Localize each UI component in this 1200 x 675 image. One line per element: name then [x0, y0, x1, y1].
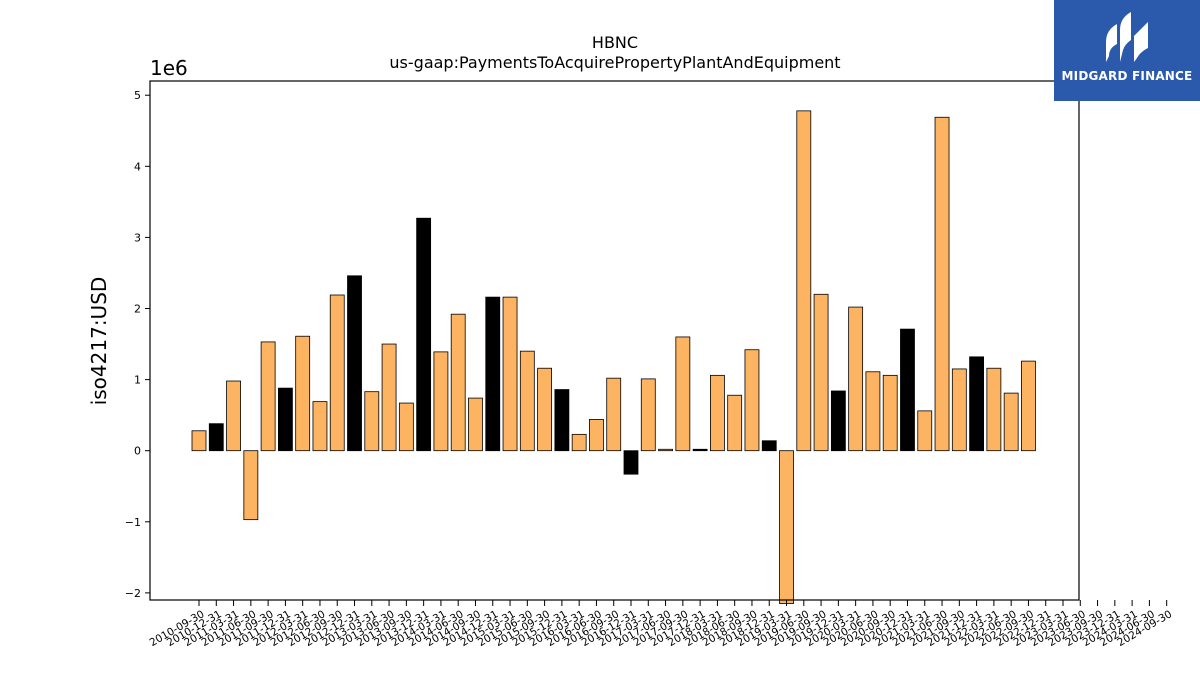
bar-2018-12-31	[761, 440, 777, 452]
y-tick-label: 4	[134, 160, 141, 173]
x-ticks-group: 2010-09-302010-12-312011-03-312011-06-30…	[148, 600, 1174, 649]
bar-2014-03-31	[433, 351, 449, 452]
bar-2020-06-30	[865, 371, 881, 452]
y-tick-label: −1	[125, 516, 141, 529]
bar-2019-09-30	[813, 293, 829, 452]
bar-2019-12-31	[830, 390, 846, 452]
bar-2011-09-30	[260, 341, 276, 452]
bar-2016-12-31	[623, 450, 639, 475]
y-tick-label: 0	[134, 445, 141, 458]
bar-2013-09-30	[398, 402, 414, 452]
bar-2016-09-30	[606, 377, 622, 452]
bar-2020-09-30	[882, 374, 898, 452]
bar-2013-03-31	[364, 391, 380, 452]
bar-2016-03-31	[571, 433, 587, 452]
bar-2021-03-31	[917, 410, 933, 452]
bars-group	[191, 110, 1036, 604]
bar-2014-09-30	[468, 397, 483, 452]
bar-2012-12-31	[347, 275, 362, 452]
bar-2013-12-31	[416, 217, 432, 452]
plot-frame	[149, 80, 1080, 601]
bar-2016-06-30	[589, 419, 604, 452]
bar-2012-03-31	[295, 335, 311, 452]
bar-2021-12-31	[969, 356, 984, 452]
y-tick-label: 2	[134, 303, 141, 316]
bar-2015-12-31	[554, 389, 570, 452]
bar-2014-06-30	[450, 313, 466, 452]
bar-2018-06-30	[727, 394, 743, 452]
bar-2022-09-30	[1021, 360, 1036, 452]
y-tick-label: −2	[125, 587, 141, 600]
y-scale-label: 1e6	[150, 56, 188, 80]
bar-2015-06-30	[519, 350, 535, 452]
bar-2015-09-30	[537, 367, 552, 452]
bar-2018-09-30	[744, 349, 760, 452]
bar-2013-06-30	[381, 343, 397, 452]
bar-2015-03-31	[502, 296, 518, 452]
bar-2021-06-30	[934, 116, 950, 452]
bar-2017-09-30	[675, 336, 691, 452]
y-tick-label: 1	[134, 374, 141, 387]
y-tick-label: 3	[134, 231, 141, 244]
bar-2011-06-30	[243, 450, 259, 521]
bar-2012-09-30	[329, 294, 345, 452]
y-tick-label: 5	[134, 89, 141, 102]
bar-2020-12-31	[900, 328, 915, 452]
bar-2021-09-30	[951, 368, 967, 452]
y-axis-label: iso4217:USD	[87, 277, 111, 406]
logo-mark-icon	[1106, 12, 1148, 62]
bar-2019-06-30	[796, 110, 812, 452]
bar-2014-12-31	[485, 296, 501, 452]
bar-2018-03-31	[710, 374, 725, 452]
chart-subtitle: us-gaap:PaymentsToAcquirePropertyPlantAn…	[389, 53, 840, 72]
bar-2017-12-31	[692, 448, 708, 452]
logo-text: MIDGARD FINANCE	[1061, 69, 1193, 83]
bar-2020-03-31	[848, 306, 864, 452]
brand-logo: MIDGARD FINANCE	[1054, 0, 1200, 101]
bar-2012-06-30	[312, 401, 328, 452]
bar-2011-03-31	[226, 380, 241, 452]
y-ticks-group: −2 −1 0 1 2 3 4 5	[125, 89, 150, 600]
bar-2010-12-31	[208, 423, 224, 452]
bar-2011-12-31	[277, 387, 293, 452]
bar-2017-03-31	[640, 378, 656, 452]
bar-2022-03-31	[986, 367, 1002, 452]
bar-2022-06-30	[1003, 392, 1019, 452]
bar-2019-03-31	[779, 450, 794, 604]
bar-2010-09-30	[191, 430, 207, 452]
bar-2017-06-30	[658, 448, 673, 452]
chart-title: HBNC	[592, 33, 638, 52]
